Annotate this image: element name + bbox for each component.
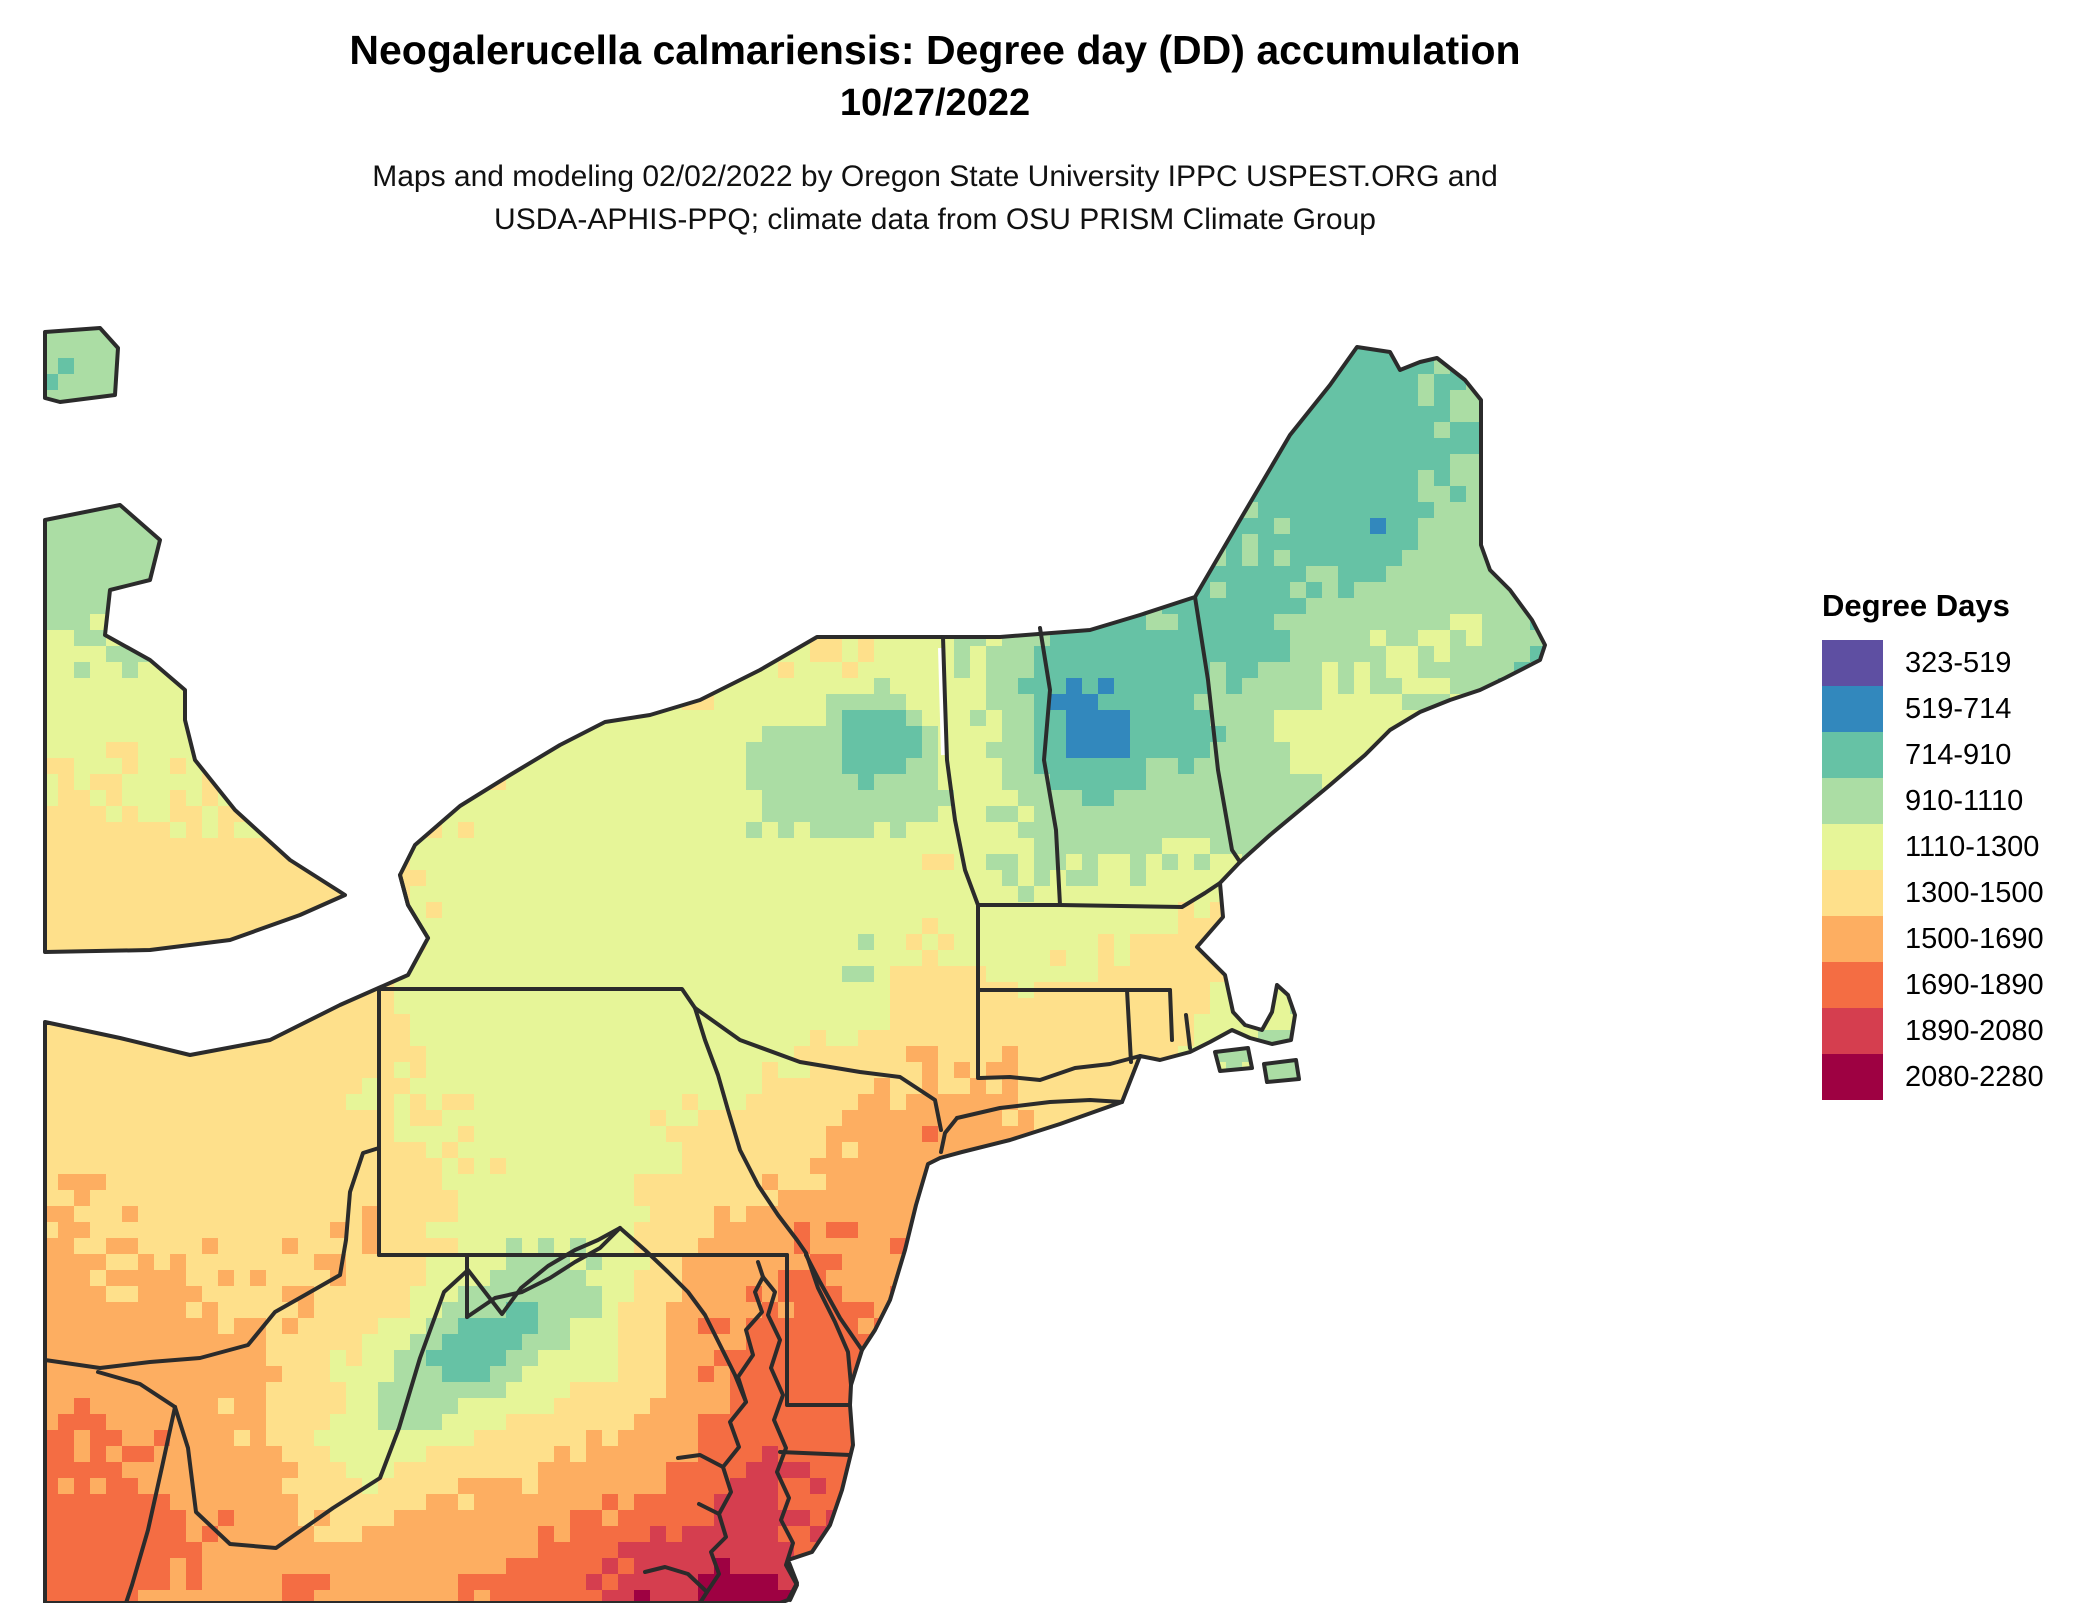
caption-line-2: USDA-APHIS-PPQ; climate data from OSU PR… xyxy=(494,203,1376,237)
legend-title: Degree Days xyxy=(1822,588,2010,623)
legend-label-9: 2080-2280 xyxy=(1905,1060,2044,1093)
legend-label-6: 1500-1690 xyxy=(1905,922,2044,955)
state-borders xyxy=(43,595,1242,1603)
legend-swatch-3 xyxy=(1822,778,1883,824)
legend-swatch-6 xyxy=(1822,916,1883,962)
legend-item-1500-1690: 1500-1690 xyxy=(1822,916,2044,962)
figure-subtitle: 10/27/2022 xyxy=(839,82,1031,125)
legend-swatch-8 xyxy=(1822,1008,1883,1054)
legend-item-1300-1500: 1300-1500 xyxy=(1822,870,2044,916)
legend-label-7: 1690-1890 xyxy=(1905,968,2044,1001)
legend-item-323-519: 323-519 xyxy=(1822,640,2044,686)
legend-label-3: 910-1110 xyxy=(1905,784,2024,817)
legend-label-5: 1300-1500 xyxy=(1905,876,2044,909)
legend-swatch-1 xyxy=(1822,686,1883,732)
legend-item-1690-1890: 1690-1890 xyxy=(1822,962,2044,1008)
legend-item-714-910: 714-910 xyxy=(1822,732,2044,778)
legend-swatch-5 xyxy=(1822,870,1883,916)
legend-swatch-9 xyxy=(1822,1054,1883,1100)
legend-label-1: 519-714 xyxy=(1905,692,2012,725)
legend-swatch-4 xyxy=(1822,824,1883,870)
legend-item-1110-1300: 1110-1300 xyxy=(1822,824,2044,870)
legend-swatch-0 xyxy=(1822,640,1883,686)
legend-item-910-1110: 910-1110 xyxy=(1822,778,2044,824)
lake-champlain xyxy=(938,647,947,756)
figure-title: Neogalerucella calmariensis: Degree day … xyxy=(349,27,1521,73)
legend-item-1890-2080: 1890-2080 xyxy=(1822,1008,2044,1054)
coastlines xyxy=(43,326,1547,1603)
legend: Degree Days 323-519 519-714 714-910 910-111… xyxy=(1822,588,2044,1100)
caption-line-1: Maps and modeling 02/02/2022 by Oregon S… xyxy=(372,159,1498,193)
legend-swatch-7 xyxy=(1822,962,1883,1008)
figure-caption: Maps and modeling 02/02/2022 by Oregon S… xyxy=(0,155,1870,242)
legend-item-2080-2280: 2080-2280 xyxy=(1822,1054,2044,1100)
raster-field xyxy=(45,328,1545,1603)
legend-rows: 323-519 519-714 714-910 910-1110 1110-1300 13… xyxy=(1822,640,2044,1100)
legend-label-4: 1110-1300 xyxy=(1905,830,2040,863)
legend-label-8: 1890-2080 xyxy=(1905,1014,2044,1047)
legend-label-0: 323-519 xyxy=(1905,646,2012,679)
legend-swatch-2 xyxy=(1822,732,1883,778)
legend-label-2: 714-910 xyxy=(1905,738,2012,771)
figure-header: Neogalerucella calmariensis: Degree day … xyxy=(0,0,1870,242)
legend-item-519-714: 519-714 xyxy=(1822,686,2044,732)
